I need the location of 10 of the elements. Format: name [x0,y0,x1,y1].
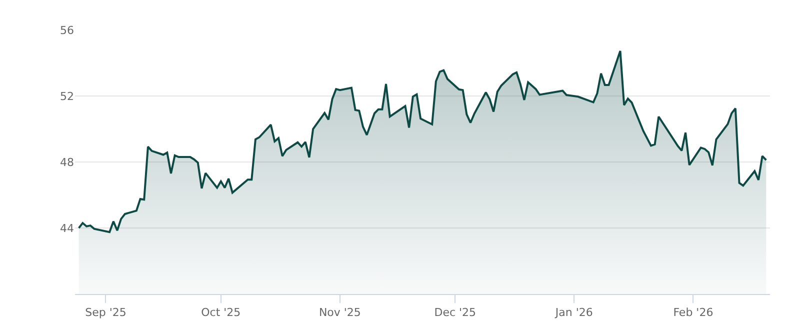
x-tick-label: Nov '25 [318,306,361,320]
x-tick-label: Dec '25 [434,306,476,320]
y-tick-label: 44 [60,222,74,235]
x-tick-label: Feb '26 [673,306,714,320]
x-tick-label: Jan '26 [554,306,593,320]
y-tick-label: 56 [60,24,74,37]
x-tick-label: Sep '25 [85,306,126,320]
y-tick-label: 52 [60,90,74,103]
y-tick-label: 48 [60,156,74,169]
x-tick-label: Oct '25 [201,306,241,320]
